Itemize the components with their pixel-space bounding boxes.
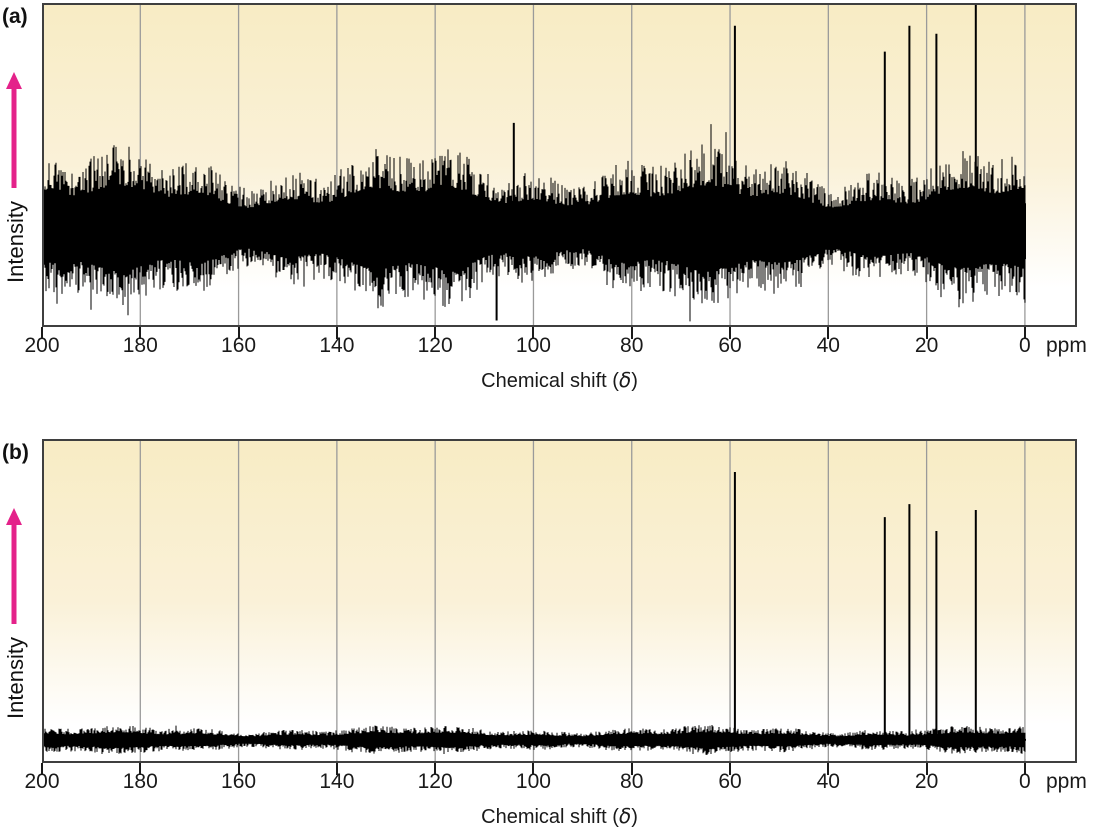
x-tick-label: 40 [816, 770, 840, 793]
x-tick-label: 80 [620, 770, 644, 793]
x-axis-title: Chemical shift (δ) [42, 368, 1077, 393]
x-tick [41, 327, 43, 339]
x-tick-label: 20 [914, 770, 939, 793]
x-axis-title-post: ) [631, 370, 638, 392]
x-tick [1023, 763, 1026, 775]
x-tick [532, 763, 535, 775]
x-tick-label: 60 [718, 334, 742, 357]
x-tick-label: 140 [319, 770, 355, 793]
x-tick-label: 140 [319, 334, 355, 357]
x-axis-unit: ppm [1046, 770, 1087, 793]
arrow-shaft [11, 85, 17, 188]
x-tick [1023, 327, 1026, 339]
x-tick-label: 200 [24, 334, 60, 357]
x-tick [434, 763, 437, 775]
x-axis-title: Chemical shift (δ) [42, 804, 1077, 829]
x-tick [630, 763, 633, 775]
x-tick-label: 120 [417, 334, 453, 357]
spectrum-svg-b [42, 439, 1077, 763]
y-axis-label: Intensity [3, 201, 28, 283]
x-tick [139, 327, 142, 339]
x-tick-label: 160 [221, 770, 257, 793]
x-axis-title-pre: Chemical shift ( [481, 370, 619, 392]
spectrum-plot-b [42, 439, 1077, 763]
panel-b: (b) Intensity 200 180 160 140 120 100 80 60 40 20… [0, 436, 1098, 836]
intensity-axis-arrow [5, 72, 23, 188]
x-tick [729, 327, 732, 339]
arrow-up-icon [6, 508, 22, 525]
delta-symbol: δ [618, 368, 632, 392]
x-tick-label: 0 [1019, 770, 1031, 793]
x-tick [827, 327, 830, 339]
arrow-up-icon [6, 72, 22, 89]
x-tick [925, 763, 928, 775]
x-tick [335, 327, 338, 339]
x-tick [827, 763, 830, 775]
x-axis-title-pre: Chemical shift ( [481, 806, 619, 828]
x-axis-unit: ppm [1046, 334, 1087, 357]
x-tick-label: 200 [24, 770, 60, 793]
x-tick-label: 160 [221, 334, 257, 357]
x-tick-label: 180 [122, 770, 158, 793]
x-tick-label: 120 [417, 770, 453, 793]
x-tick-label: 20 [914, 334, 939, 357]
x-tick [532, 327, 535, 339]
x-tick-label: 60 [718, 770, 742, 793]
panel-a: (a) Intensity 200 180 160 140 120 100 80 60 40 20… [0, 0, 1098, 400]
panel-b-label: (b) [2, 441, 29, 464]
x-tick [335, 763, 338, 775]
x-tick [41, 763, 43, 775]
panel-a-label: (a) [2, 5, 28, 28]
x-tick [630, 327, 633, 339]
spectrum-svg-a [42, 3, 1077, 327]
x-tick-label: 0 [1019, 334, 1031, 357]
x-tick [729, 763, 732, 775]
intensity-axis-arrow [5, 508, 23, 624]
x-tick-label: 180 [122, 334, 158, 357]
x-tick [434, 327, 437, 339]
x-tick [237, 763, 240, 775]
delta-symbol: δ [618, 804, 632, 828]
x-axis-title-post: ) [631, 806, 638, 828]
x-tick [139, 763, 142, 775]
arrow-shaft [11, 521, 17, 624]
y-axis-label: Intensity [3, 637, 28, 719]
x-tick [925, 327, 928, 339]
x-tick-label: 100 [515, 770, 551, 793]
x-tick [237, 327, 240, 339]
x-tick-label: 100 [515, 334, 551, 357]
spectrum-plot-a [42, 3, 1077, 327]
x-tick-label: 40 [816, 334, 840, 357]
x-tick-label: 80 [620, 334, 644, 357]
